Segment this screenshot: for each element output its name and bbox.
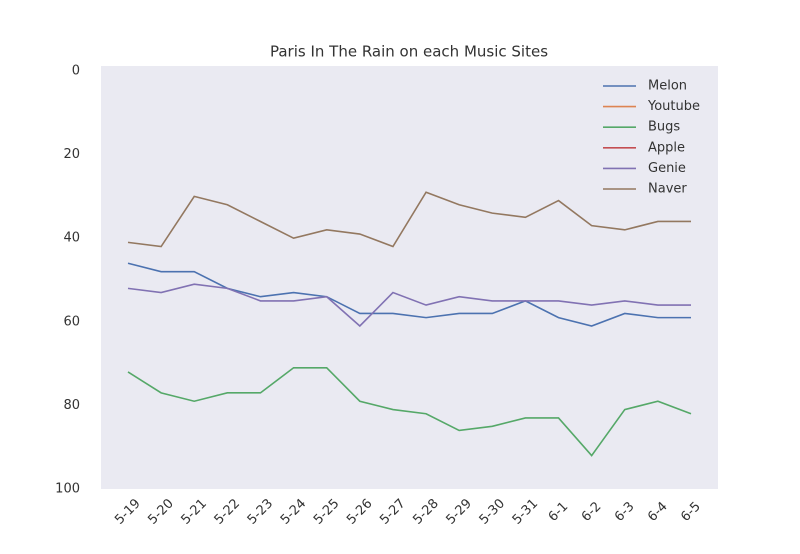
y-tick-label: 80	[63, 398, 80, 413]
x-tick-label: 5-30	[477, 496, 508, 527]
legend-label: Melon	[648, 79, 687, 94]
y-tick-label: 60	[63, 314, 80, 329]
y-tick-label: 40	[63, 231, 80, 246]
y-tick-label: 20	[63, 147, 80, 162]
x-tick-label: 5-24	[278, 496, 309, 527]
x-tick-label: 5-25	[311, 496, 342, 527]
line-series	[127, 283, 691, 328]
x-tick-label: 5-22	[212, 496, 243, 527]
x-tick-label: 5-27	[377, 496, 408, 527]
x-tick-label: 5-20	[145, 496, 176, 527]
legend-label: Genie	[648, 161, 686, 176]
x-tick-label: 6-4	[645, 499, 671, 525]
x-tick-label: 5-29	[443, 496, 474, 527]
line-series	[127, 191, 691, 248]
x-tick-label: 5-21	[178, 496, 209, 527]
legend-label: Bugs	[648, 120, 680, 135]
y-tick-label: 100	[55, 482, 80, 497]
x-tick-label: 6-3	[612, 499, 638, 525]
legend-label: Apple	[648, 140, 685, 155]
line-series	[127, 262, 691, 327]
y-tick-label: 0	[72, 64, 80, 79]
x-tick-label: 5-26	[344, 496, 375, 527]
x-tick-label: 5-23	[245, 496, 276, 527]
x-tick-label: 6-2	[579, 499, 605, 525]
x-tick-label: 5-28	[410, 496, 441, 527]
x-tick-label: 6-1	[546, 499, 572, 525]
legend-label: Youtube	[647, 99, 700, 114]
x-tick-label: 5-19	[112, 496, 143, 527]
x-tick-label: 6-5	[678, 499, 704, 525]
x-tick-label: 5-31	[510, 496, 541, 527]
plot-area	[101, 66, 718, 489]
legend-label: Naver	[648, 182, 687, 197]
line-series	[127, 366, 692, 457]
chart-title: Paris In The Rain on each Music Sites	[270, 43, 548, 61]
